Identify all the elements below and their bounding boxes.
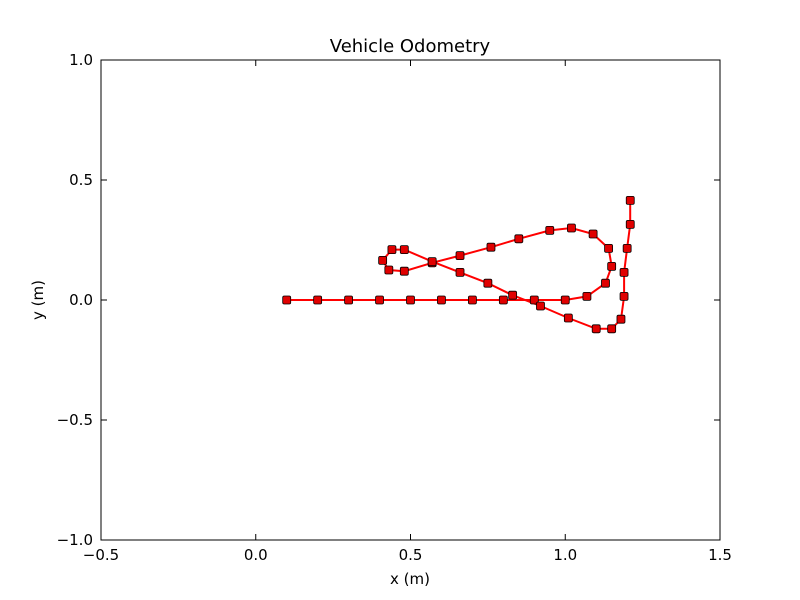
data-point <box>384 265 394 275</box>
plot-area <box>100 59 721 541</box>
y-axis-ticks: −1.0 −0.5 0.0 0.5 1.0 <box>57 51 720 549</box>
x-tick-label: 0.0 <box>244 546 268 564</box>
data-point <box>508 290 518 300</box>
data-point <box>498 295 508 305</box>
data-point <box>427 257 437 267</box>
data-point <box>622 243 632 253</box>
data-point <box>406 295 415 305</box>
data-point <box>455 251 465 261</box>
data-point <box>619 267 629 277</box>
data-point <box>313 295 323 305</box>
chart-title: Vehicle Odometry <box>330 36 491 57</box>
data-point <box>607 261 617 271</box>
data-point <box>625 219 635 229</box>
data-point <box>375 295 384 305</box>
data-point <box>604 243 613 253</box>
data-point <box>514 234 524 244</box>
y-tick-label: 0.5 <box>69 171 93 189</box>
series-layer <box>282 195 635 334</box>
data-point <box>399 266 409 276</box>
y-tick-label: 1.0 <box>69 51 93 69</box>
data-point <box>582 291 592 301</box>
y-axis-label: y (m) <box>29 280 47 320</box>
data-point <box>588 229 598 239</box>
data-point <box>437 295 446 305</box>
data-point <box>536 301 545 311</box>
data-point <box>591 324 601 334</box>
data-point <box>387 245 397 255</box>
data-point <box>399 245 409 255</box>
x-tick-label: 1.5 <box>708 546 732 564</box>
data-point <box>282 295 292 305</box>
data-point <box>625 195 635 205</box>
data-point <box>455 267 465 277</box>
data-point <box>467 295 477 305</box>
x-axis-label: x (m) <box>390 570 430 588</box>
x-tick-label: 1.0 <box>553 546 577 564</box>
y-tick-label: −0.5 <box>57 411 93 429</box>
data-point <box>567 223 576 233</box>
data-point <box>486 242 496 252</box>
y-tick-label: 0.0 <box>69 291 93 309</box>
series-line <box>286 200 632 330</box>
data-point <box>616 314 626 324</box>
x-tick-label: −0.5 <box>83 546 119 564</box>
data-point <box>344 295 354 305</box>
y-tick-label: −1.0 <box>57 531 93 549</box>
data-point <box>619 291 629 301</box>
data-point <box>529 295 539 305</box>
x-axis-ticks: −0.5 0.0 0.5 1.0 1.5 <box>83 60 732 564</box>
x-tick-label: 0.5 <box>399 546 423 564</box>
data-point <box>563 313 573 323</box>
data-point <box>483 278 493 288</box>
data-point <box>545 225 555 235</box>
data-point <box>560 295 570 305</box>
data-point <box>378 255 388 265</box>
data-point <box>607 324 617 334</box>
data-point <box>601 278 610 288</box>
